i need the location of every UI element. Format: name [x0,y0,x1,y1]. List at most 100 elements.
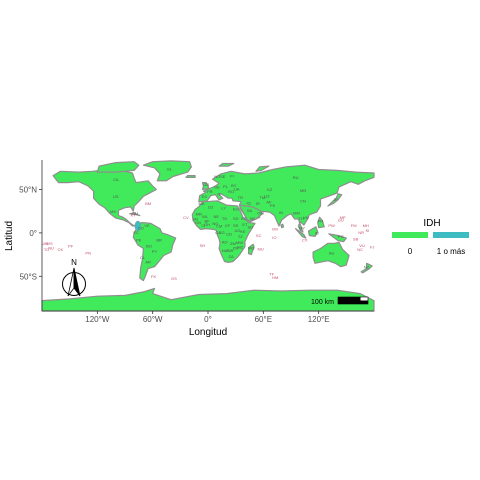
country-label-ma: MA [199,201,205,206]
land-philippines [317,216,325,229]
country-label-us: US [113,194,119,199]
country-label-nz: NZ [364,265,370,270]
island-label-sc: SC [256,233,262,238]
country-label-ca: CA [113,177,119,182]
country-label-ph: PH [318,219,324,224]
scale-bar-seg-3 [353,297,361,301]
scale-bar-seg-4 [360,300,368,304]
country-label-ir: IR [256,201,260,206]
country-label-ar: AR [145,259,151,264]
island-label-ki: KI [366,228,370,233]
country-label-cm: CM [216,224,222,229]
highlight-region-0 [134,220,142,232]
land-eurasia [198,164,375,233]
country-label-tm: TM [260,195,266,200]
country-label-uz: UZ [264,193,270,198]
island-label-io: IO [272,235,276,240]
country-label-mz: MZ [237,245,243,250]
island-label-mp: MP [340,215,346,220]
north-arrow: N [62,258,86,297]
x-tick-label: 120°W [85,315,110,324]
island-label-to: TO [44,247,49,252]
country-label-it: IT [217,192,221,197]
scale-bar-seg-7 [345,297,353,301]
country-label-ua: UA [234,186,240,191]
country-label-tr: TR [238,195,243,200]
country-label-fi: FI [230,173,234,178]
legend-label-0: 0 [408,247,413,256]
country-label-dz: DZ [208,205,214,210]
country-label-id: ID [315,231,319,236]
country-label-zw: ZW [233,245,239,250]
country-label-in: IN [279,210,283,215]
land-borneo [307,226,319,237]
land-uk [201,182,210,191]
land-sri-lanka [280,223,285,229]
land-arctic-canada [96,161,140,173]
island-label-vu: VU [359,243,365,248]
country-label-pg: PG [338,234,344,239]
island-label-bm: BM [145,201,151,206]
y-tick-label: 0° [29,229,37,238]
country-label-cd: CD [226,232,232,237]
country-label-pk: PK [270,203,276,208]
country-label-ng: NG [212,221,218,226]
country-label-mw: MW [236,240,243,245]
land-svalbard [218,162,235,167]
country-label-bo: BO [146,244,152,249]
land-new-guinea [328,233,347,243]
scale-bar-seg-2 [345,300,353,304]
country-label-mx: MX [110,209,116,214]
country-label-gl: GL [167,166,173,171]
land-arabia-cap [238,204,263,222]
legend-key-1 [433,232,469,238]
island-label-gu: GU [338,218,344,223]
land-madagascar [248,243,255,256]
country-label-bf: BF [205,219,211,224]
land-africa [191,200,256,263]
country-label-br: BR [156,238,162,243]
country-label-th: TH [298,216,303,221]
country-label-ug: UG [235,228,241,233]
country-label-ci: CI [201,223,205,228]
north-arrow-right-half [73,267,81,297]
country-label-by: BY [231,183,237,188]
country-label-zm: ZM [230,241,236,246]
scale-bar-label: 100 km [311,299,334,306]
land-novaya-zemlya [255,165,270,172]
island-label-pn: PN [85,251,91,256]
north-arrow-label: N [71,258,77,267]
legend-label-1: 1 o más [437,247,465,256]
country-label-ye: YE [250,216,256,221]
island-label-tf: TF [269,271,274,276]
country-label-mr: MR [196,212,202,217]
country-label-mm: MM [293,211,300,216]
land-japan [327,193,343,207]
legend: IDH 0 1 o más [392,218,469,256]
country-label-ao: AO [222,239,228,244]
country-label-my: MY [299,225,305,230]
island-label-hm: HM [272,275,278,280]
country-label-sn: SN [192,217,198,222]
island-label-gs: GS [171,276,177,281]
country-label-co: CO [138,225,144,230]
country-label-au: AU [329,251,335,256]
island-label-cx: CX [302,238,308,243]
island-label-mv: MV [272,226,278,231]
country-label-sd: SD [233,216,239,221]
x-axis-ticks: 120°W 60°W 0° 60°E 120°E [85,311,330,324]
island-label-sh: SH [200,243,206,248]
country-label-er: ER [241,216,247,221]
scale-bar: 100 km [311,296,369,306]
island-label-mh: MH [363,223,369,228]
country-label-ru: RU [293,175,299,180]
country-label-mn: MN [300,188,306,193]
y-axis-ticks: 50°N 0° 50°S [19,186,42,281]
country-label-kz: KZ [267,187,273,192]
y-tick-label: 50°N [19,186,37,195]
country-label-cl: CL [140,255,146,260]
country-label-ly: LY [221,206,226,211]
y-axis-title: Latitud [4,221,15,251]
land-south-america [132,221,177,282]
